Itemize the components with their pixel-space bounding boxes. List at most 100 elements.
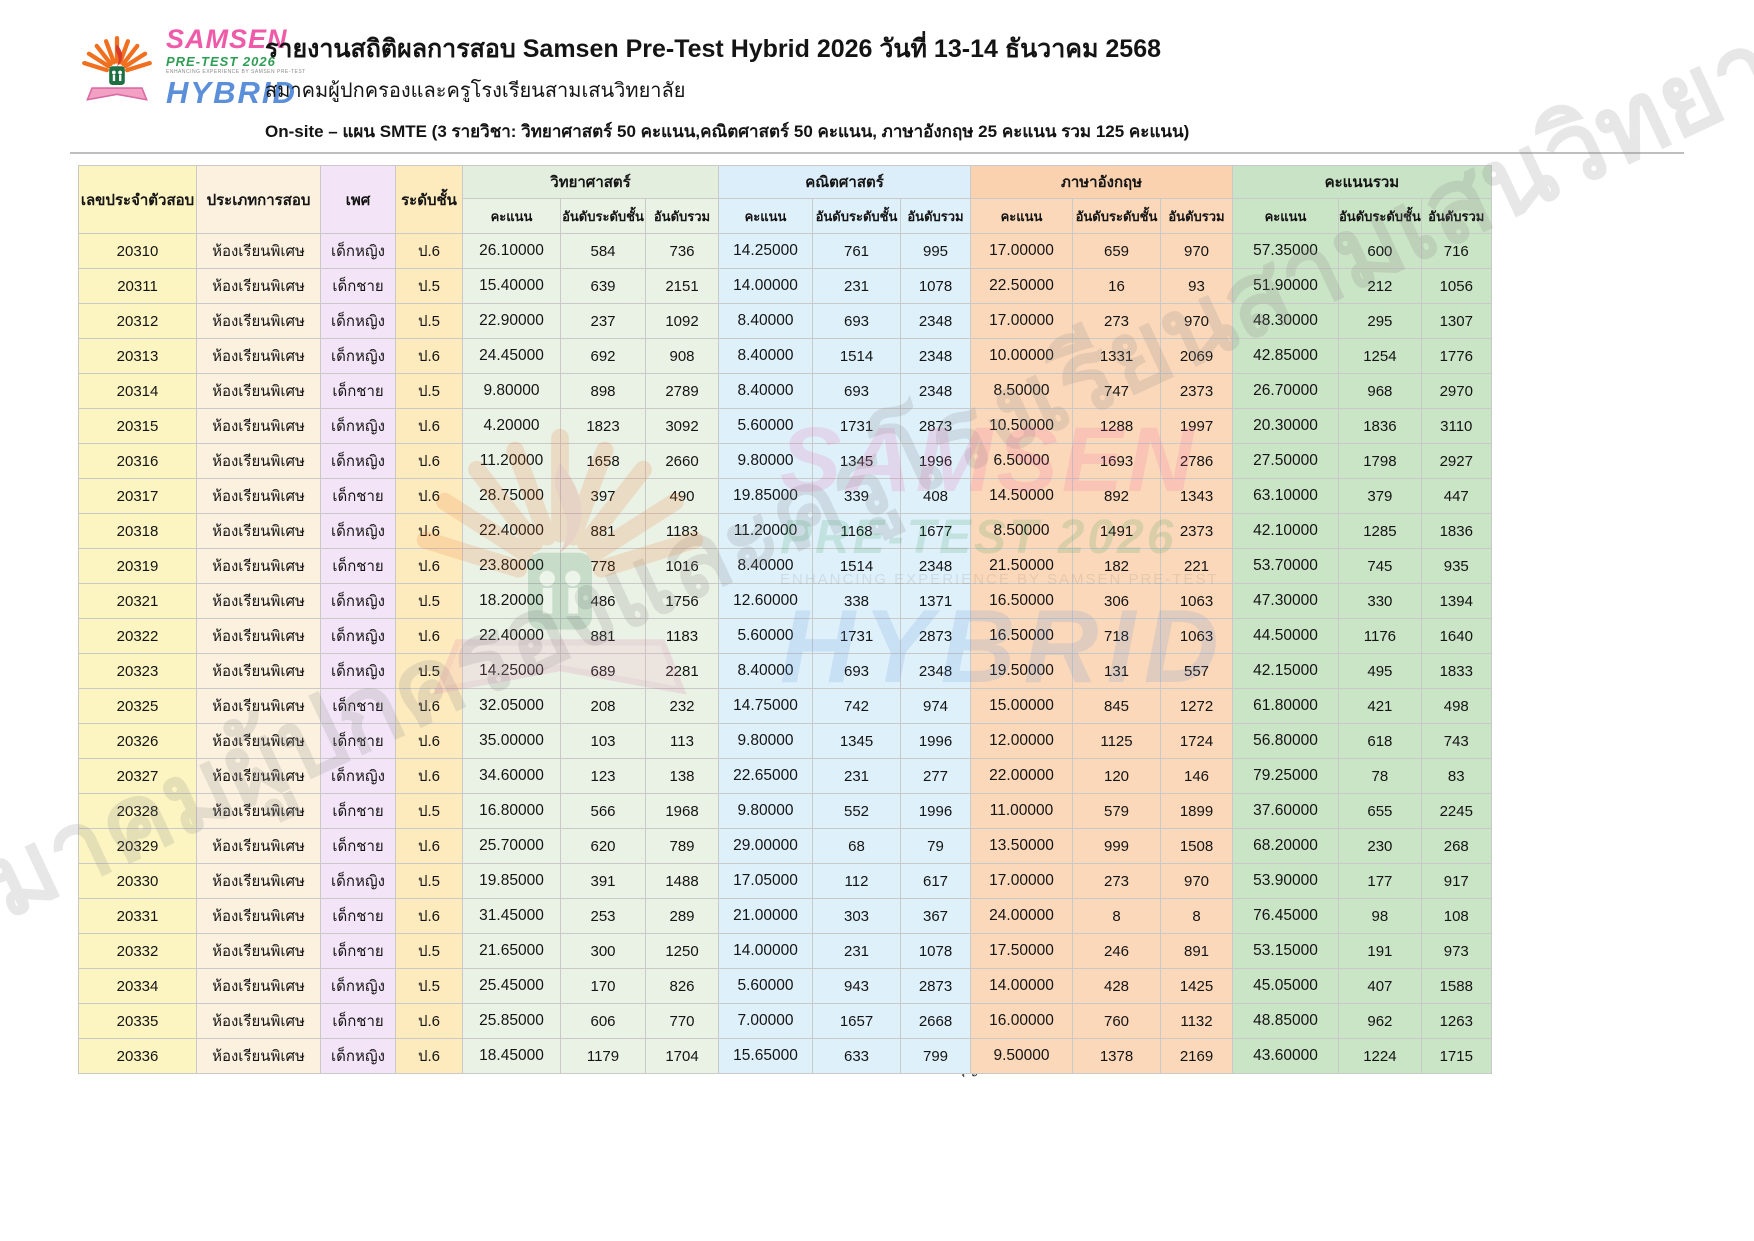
logo-tagline: ENHANCING EXPERIENCE BY SAMSEN PRE-TEST: [166, 69, 306, 75]
cell-english-grade-rank: 182: [1072, 548, 1161, 584]
cell-math-score: 17.05000: [718, 863, 813, 899]
cell-total-score: 53.90000: [1232, 863, 1339, 899]
cell-science-overall-rank: 1183: [645, 618, 719, 654]
cell-english-overall-rank: 2373: [1160, 513, 1233, 549]
results-table-wrap: เลขประจำตัวสอบ ประเภทการสอบ เพศ ระดับชั้น วิ…: [78, 165, 1492, 1074]
cell-grade: ป.6: [395, 408, 463, 444]
cell-science-grade-rank: 170: [560, 968, 646, 1004]
cell-grade: ป.6: [395, 688, 463, 724]
cell-english-grade-rank: 1491: [1072, 513, 1161, 549]
cell-total-grade-rank: 421: [1338, 688, 1422, 724]
cell-english-grade-rank: 1288: [1072, 408, 1161, 444]
cell-gender: เด็กหญิง: [320, 758, 396, 794]
cell-science-score: 9.80000: [462, 373, 561, 409]
table-row: 20326 ห้องเรียนพิเศษ เด็กชาย ป.6 35.00000 103…: [78, 723, 1492, 759]
cell-gender: เด็กหญิง: [320, 233, 396, 269]
cell-english-grade-rank: 999: [1072, 828, 1161, 864]
cell-math-grade-rank: 1731: [812, 618, 901, 654]
cell-science-score: 14.25000: [462, 653, 561, 689]
cell-exam-type: ห้องเรียนพิเศษ: [196, 618, 321, 654]
cell-total-grade-rank: 407: [1338, 968, 1422, 1004]
cell-english-score: 6.50000: [970, 443, 1073, 479]
cell-math-overall-rank: 799: [900, 1038, 971, 1074]
cell-gender: เด็กหญิง: [320, 618, 396, 654]
group-header-english: ภาษาอังกฤษ: [970, 165, 1233, 199]
table-row: 20315 ห้องเรียนพิเศษ เด็กหญิง ป.6 4.20000 182…: [78, 408, 1492, 444]
cell-math-grade-rank: 693: [812, 373, 901, 409]
cell-total-overall-rank: 1394: [1420, 583, 1492, 619]
cell-science-overall-rank: 2151: [645, 268, 719, 304]
cell-english-overall-rank: 970: [1160, 233, 1233, 269]
cell-gender: เด็กชาย: [320, 898, 396, 934]
cell-math-overall-rank: 79: [900, 828, 971, 864]
cell-math-score: 9.80000: [718, 723, 813, 759]
cell-english-grade-rank: 16: [1072, 268, 1161, 304]
page-title: รายงานสถิติผลการสอบ Samsen Pre-Test Hybr…: [265, 35, 1162, 63]
cell-science-score: 26.10000: [462, 233, 561, 269]
cell-english-score: 21.50000: [970, 548, 1073, 584]
table-row: 20331 ห้องเรียนพิเศษ เด็กชาย ป.6 31.45000 253…: [78, 898, 1492, 934]
cell-exam-id: 20321: [78, 583, 197, 619]
cell-math-overall-rank: 1996: [900, 723, 971, 759]
cell-english-overall-rank: 557: [1160, 653, 1233, 689]
cell-english-score: 19.50000: [970, 653, 1073, 689]
cell-exam-id: 20331: [78, 898, 197, 934]
cell-math-score: 14.75000: [718, 688, 813, 724]
table-row: 20316 ห้องเรียนพิเศษ เด็กหญิง ป.6 11.20000 16…: [78, 443, 1492, 479]
cell-english-overall-rank: 1063: [1160, 583, 1233, 619]
cell-grade: ป.6: [395, 618, 463, 654]
cell-grade: ป.6: [395, 513, 463, 549]
cell-grade: ป.5: [395, 303, 463, 339]
cell-science-score: 4.20000: [462, 408, 561, 444]
cell-math-score: 11.20000: [718, 513, 813, 549]
cell-science-grade-rank: 300: [560, 933, 646, 969]
cell-total-overall-rank: 2245: [1420, 793, 1492, 829]
cell-science-overall-rank: 1016: [645, 548, 719, 584]
cell-math-score: 15.65000: [718, 1038, 813, 1074]
cell-science-score: 24.45000: [462, 338, 561, 374]
sub-header-total-overall-rank: อันดับรวม: [1420, 198, 1492, 234]
cell-math-grade-rank: 339: [812, 478, 901, 514]
sub-header-math-overall-rank: อันดับรวม: [900, 198, 971, 234]
table-row: 20311 ห้องเรียนพิเศษ เด็กชาย ป.5 15.40000 639…: [78, 268, 1492, 304]
cell-science-score: 34.60000: [462, 758, 561, 794]
cell-total-grade-rank: 330: [1338, 583, 1422, 619]
table-row: 20335 ห้องเรียนพิเศษ เด็กชาย ป.6 25.85000 606…: [78, 1003, 1492, 1039]
cell-total-grade-rank: 230: [1338, 828, 1422, 864]
cell-english-overall-rank: 1132: [1160, 1003, 1233, 1039]
cell-science-grade-rank: 1179: [560, 1038, 646, 1074]
cell-english-overall-rank: 1997: [1160, 408, 1233, 444]
cell-math-grade-rank: 693: [812, 303, 901, 339]
cell-english-score: 17.50000: [970, 933, 1073, 969]
cell-total-score: 76.45000: [1232, 898, 1339, 934]
cell-exam-type: ห้องเรียนพิเศษ: [196, 933, 321, 969]
cell-grade: ป.6: [395, 338, 463, 374]
cell-science-grade-rank: 397: [560, 478, 646, 514]
cell-science-score: 11.20000: [462, 443, 561, 479]
cell-exam-type: ห้องเรียนพิเศษ: [196, 303, 321, 339]
cell-exam-type: ห้องเรียนพิเศษ: [196, 443, 321, 479]
cell-math-overall-rank: 2348: [900, 373, 971, 409]
cell-exam-id: 20315: [78, 408, 197, 444]
cell-total-grade-rank: 1224: [1338, 1038, 1422, 1074]
plan-line: On-site – แผน SMTE (3 รายวิชา: วิทยาศาสต…: [265, 122, 1190, 141]
cell-science-score: 22.90000: [462, 303, 561, 339]
cell-math-grade-rank: 231: [812, 758, 901, 794]
cell-science-overall-rank: 1488: [645, 863, 719, 899]
cell-exam-type: ห้องเรียนพิเศษ: [196, 723, 321, 759]
cell-science-overall-rank: 138: [645, 758, 719, 794]
table-row: 20313 ห้องเรียนพิเศษ เด็กหญิง ป.6 24.45000 69…: [78, 338, 1492, 374]
cell-science-grade-rank: 566: [560, 793, 646, 829]
cell-gender: เด็กหญิง: [320, 338, 396, 374]
cell-total-score: 51.90000: [1232, 268, 1339, 304]
cell-science-score: 28.75000: [462, 478, 561, 514]
cell-total-overall-rank: 743: [1420, 723, 1492, 759]
cell-exam-type: ห้องเรียนพิเศษ: [196, 828, 321, 864]
cell-english-grade-rank: 1331: [1072, 338, 1161, 374]
cell-exam-type: ห้องเรียนพิเศษ: [196, 863, 321, 899]
cell-total-grade-rank: 495: [1338, 653, 1422, 689]
cell-science-grade-rank: 620: [560, 828, 646, 864]
cell-total-overall-rank: 498: [1420, 688, 1492, 724]
cell-science-grade-rank: 486: [560, 583, 646, 619]
cell-math-overall-rank: 617: [900, 863, 971, 899]
